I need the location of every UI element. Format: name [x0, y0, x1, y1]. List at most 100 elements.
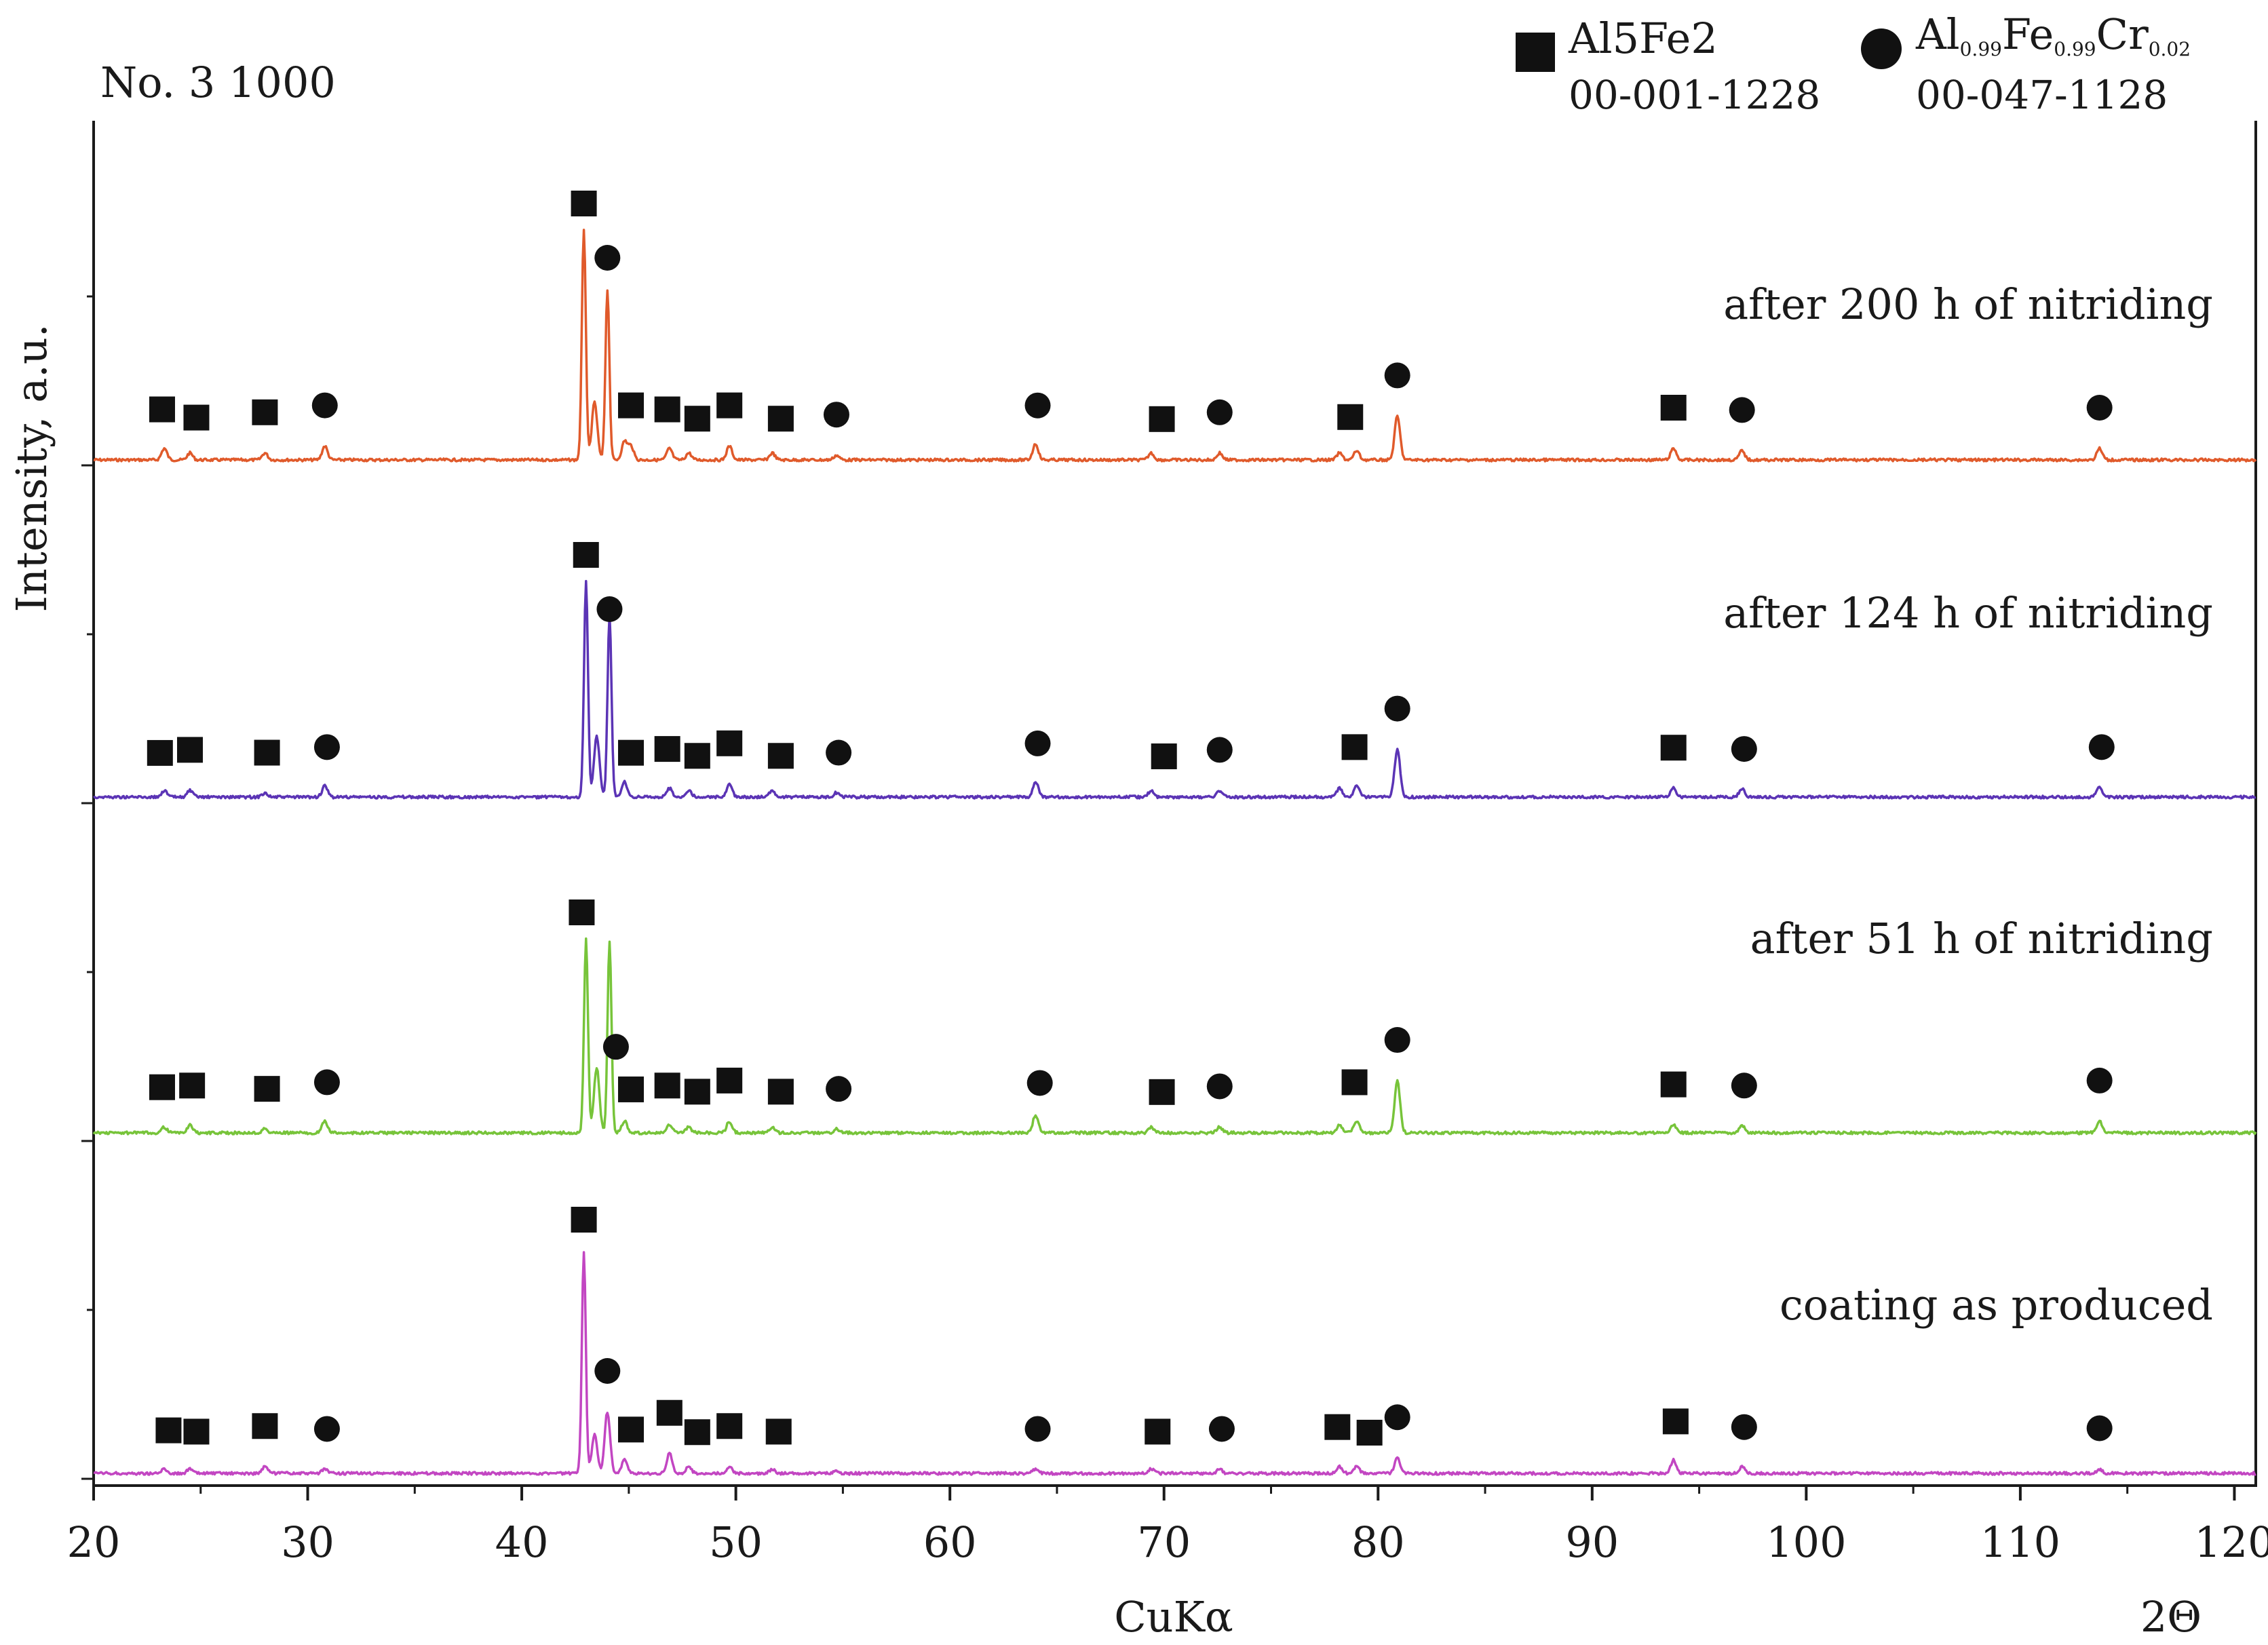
phase-marker-circle — [594, 245, 621, 271]
phase-marker-square — [571, 1207, 597, 1233]
phase-marker-circle — [823, 402, 849, 428]
phase-marker-circle — [1384, 362, 1410, 389]
x-tick-label: 80 — [1351, 1517, 1405, 1567]
phase-marker-square — [767, 1079, 794, 1105]
x-tick-label: 30 — [281, 1517, 334, 1567]
series-line-1 — [93, 579, 2256, 800]
phase-marker-square — [573, 542, 599, 568]
phase-marker-square — [716, 1413, 743, 1439]
phase-marker-square — [767, 406, 794, 432]
phase-marker-circle — [1024, 392, 1051, 419]
phase-marker-square — [1324, 1414, 1351, 1440]
x-tick-label: 110 — [1980, 1517, 2060, 1567]
legend: Al5Fe2 00-001-1228 Al0.99Fe0.99Cr0.02 00… — [1516, 9, 2191, 118]
legend-circle-marker — [1861, 28, 1902, 69]
phase-marker-square — [618, 392, 645, 419]
legend-phase-al5fe2: Al5Fe2 — [1568, 14, 1718, 63]
phase-marker-square — [654, 1072, 680, 1099]
series-label-3: coating as produced — [1780, 1280, 2213, 1330]
phase-marker-circle — [1731, 736, 1757, 762]
phase-marker-square — [254, 1076, 280, 1102]
phase-marker-square — [618, 1416, 645, 1443]
phase-marker-square — [656, 1399, 683, 1426]
legend-phase-alfecr: Al0.99Fe0.99Cr0.02 — [1915, 9, 2191, 60]
x-axis-unit-label: 2Θ — [2140, 1592, 2202, 1642]
phase-marker-square — [618, 739, 645, 766]
legend-phase-cr: Cr — [2096, 9, 2149, 59]
x-tick-label: 100 — [1766, 1517, 1846, 1567]
phase-marker-square — [1151, 743, 1177, 769]
phase-marker-circle — [1384, 1027, 1410, 1053]
phase-marker-square — [1660, 395, 1687, 421]
phase-marker-circle — [826, 1076, 852, 1102]
phase-marker-square — [149, 1074, 175, 1100]
legend-sub-al: 0.99 — [1960, 38, 2002, 60]
phase-marker-square — [252, 399, 278, 425]
phase-marker-square — [684, 1419, 710, 1446]
phase-marker-circle — [2086, 1067, 2113, 1094]
phase-marker-square — [155, 1417, 182, 1444]
phase-marker-circle — [1024, 730, 1051, 756]
phase-marker-square — [1337, 404, 1364, 430]
x-tick-label: 120 — [2194, 1517, 2268, 1567]
phase-marker-square — [684, 743, 710, 769]
phase-marker-circle — [1208, 1416, 1235, 1442]
phase-marker-square — [149, 396, 175, 423]
phase-marker-square — [1149, 406, 1175, 432]
axes: 20 30 40 50 60 70 80 90 100 110 120 — [67, 121, 2268, 1567]
phase-marker-circle — [1206, 737, 1233, 763]
phase-marker-square — [654, 396, 680, 423]
phase-marker-square — [654, 736, 680, 762]
legend-square-marker — [1516, 33, 1555, 72]
legend-phase-fe: Fe — [2002, 9, 2054, 59]
phase-marker-circle — [313, 734, 340, 760]
x-ticks: 20 30 40 50 60 70 80 90 100 110 120 — [67, 1486, 2268, 1567]
phase-marker-square — [1660, 735, 1687, 761]
phase-marker-square — [1341, 734, 1368, 760]
phase-marker-square — [179, 1072, 206, 1099]
phase-marker-square — [1341, 1069, 1368, 1096]
phase-marker-circle — [1206, 1073, 1233, 1100]
phase-marker-circle — [313, 1416, 340, 1442]
phase-marker-square — [618, 1076, 645, 1102]
series-layer: after 200 h of nitriding after 124 h of n… — [92, 229, 2257, 1476]
phase-marker-square — [716, 730, 743, 756]
phase-marker-circle — [594, 1358, 621, 1384]
phase-marker-circle — [1384, 1404, 1410, 1431]
phase-marker-square — [1149, 1079, 1175, 1105]
phase-marker-square — [716, 1067, 743, 1094]
x-axis-label: CuKα — [1114, 1592, 1233, 1642]
phase-marker-circle — [1026, 1070, 1053, 1096]
x-tick-label: 70 — [1137, 1517, 1191, 1567]
phase-marker-square — [183, 1418, 210, 1445]
phase-marker-square — [1662, 1408, 1689, 1435]
legend-card-alfecr: 00-047-1128 — [1916, 72, 2168, 118]
phase-marker-square — [176, 737, 203, 763]
phase-marker-circle — [311, 392, 338, 419]
phase-marker-circle — [1731, 1072, 1757, 1099]
legend-card-al5fe2: 00-001-1228 — [1569, 72, 1820, 118]
phase-marker-circle — [2086, 395, 2113, 421]
phase-marker-circle — [826, 739, 852, 766]
phase-marker-square — [684, 1079, 710, 1105]
phase-marker-square — [569, 899, 595, 925]
legend-sub-cr: 0.02 — [2149, 38, 2191, 60]
series-line-2 — [92, 937, 2257, 1136]
phase-marker-square — [571, 191, 597, 216]
x-tick-label: 90 — [1565, 1517, 1619, 1567]
phase-marker-circle — [1731, 1414, 1757, 1440]
series-label-2: after 51 h of nitriding — [1750, 914, 2213, 963]
x-tick-label: 60 — [923, 1517, 977, 1567]
phase-marker-square — [183, 404, 210, 431]
legend-sub-fe: 0.99 — [2054, 38, 2096, 60]
phase-markers — [147, 191, 2115, 1446]
chart-title: No. 3 1000 — [100, 58, 336, 107]
phase-marker-circle — [313, 1069, 340, 1096]
phase-marker-square — [767, 743, 794, 769]
phase-marker-circle — [1384, 695, 1410, 722]
phase-marker-square — [1356, 1419, 1383, 1446]
phase-marker-square — [254, 739, 280, 766]
phase-marker-circle — [596, 596, 623, 622]
phase-marker-square — [252, 1413, 278, 1439]
